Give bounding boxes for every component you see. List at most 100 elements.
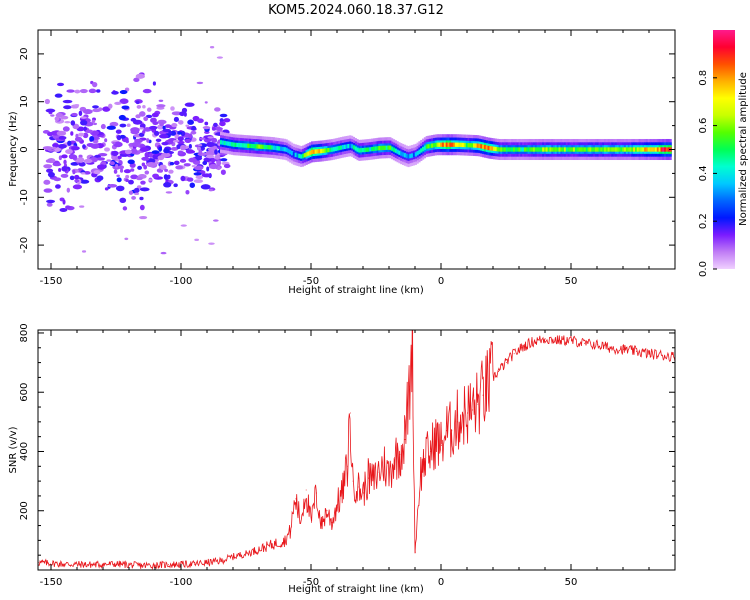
heatmap-cell [196, 81, 204, 85]
heatmap-cell [369, 147, 372, 152]
heatmap-cell [483, 145, 487, 150]
heatmap-cell [569, 147, 572, 152]
heatmap-cell [45, 159, 51, 163]
heatmap-cell [522, 147, 525, 152]
heatmap-cell [65, 149, 73, 154]
heatmap-cell [422, 146, 425, 152]
heatmap-cell [68, 154, 78, 160]
heatmap-cell [115, 185, 125, 192]
y-tick-label: 200 [19, 501, 30, 520]
x-tick-label: 0 [438, 577, 444, 588]
heatmap-cell [156, 168, 162, 173]
heatmap-cell [180, 130, 186, 137]
heatmap-cell [270, 145, 274, 150]
heatmap-cell [128, 179, 134, 185]
heatmap-cell [151, 112, 159, 118]
y-tick-label: 800 [19, 323, 30, 342]
heatmap-cell [134, 192, 140, 196]
heatmap-cell [471, 143, 474, 148]
heatmap-cell [62, 199, 66, 205]
heatmap-cell [113, 141, 123, 148]
heatmap-cell [405, 153, 408, 159]
heatmap-cell [211, 137, 218, 144]
heatmap-cell [156, 104, 166, 108]
heatmap-cell [137, 165, 143, 170]
heatmap-cell [118, 114, 126, 121]
heatmap-cell [309, 150, 312, 155]
heatmap-cell [381, 145, 385, 151]
heatmap-cell [188, 157, 197, 163]
heatmap-cell [547, 147, 550, 152]
heatmap-cell [127, 159, 135, 165]
heatmap-cell [287, 148, 290, 154]
heatmap-cell [202, 160, 208, 166]
heatmap-cell [135, 73, 145, 79]
heatmap-cell [600, 147, 603, 152]
heatmap-cell [634, 147, 638, 152]
heatmap-cell [316, 149, 319, 154]
heatmap-cell [411, 153, 414, 158]
heatmap-cell [613, 147, 616, 152]
heatmap-cell [589, 147, 592, 152]
heatmap-cell [420, 148, 423, 153]
heatmap-cell [170, 106, 175, 111]
heatmap-cell [69, 175, 75, 181]
heatmap-cell [96, 89, 101, 93]
heatmap-cell [72, 169, 76, 175]
heatmap-cell [584, 147, 587, 152]
line-frame [37, 329, 676, 571]
colorbar-label: Normalized spectral amplitude [738, 72, 749, 226]
heatmap-cell [139, 196, 144, 201]
heatmap-cell [139, 204, 145, 211]
colorbar-scale [713, 30, 735, 269]
heatmap-cell [645, 147, 649, 152]
heatmap-cell [303, 153, 306, 158]
heatmap-cell [360, 148, 363, 153]
heatmap-cell [179, 158, 187, 163]
heatmap-cell [383, 145, 386, 150]
heatmap-cell [111, 156, 115, 160]
heatmap-cell [562, 147, 565, 152]
heatmap-cell [61, 154, 68, 159]
heatmap-cell [396, 149, 399, 154]
heatmap-cell [163, 148, 170, 154]
heatmap-cell [442, 142, 445, 147]
heatmap-cell [201, 173, 212, 178]
heatmap-cell [573, 147, 576, 152]
heatmap-cell [136, 176, 143, 181]
heatmap-cell [533, 147, 536, 152]
y-tick-label: 400 [19, 442, 30, 461]
heatmap-cell [89, 136, 95, 142]
heatmap-cell [116, 177, 122, 183]
heatmap-cell [389, 145, 392, 150]
heatmap-cell [133, 77, 140, 83]
heatmap-cell [82, 109, 93, 115]
heatmap-cell [189, 182, 196, 188]
heatmap-cell [351, 144, 354, 149]
heatmap-cell [511, 147, 514, 152]
heatmap-cell [43, 164, 53, 169]
heatmap-cell [213, 126, 223, 131]
heatmap-cell [52, 162, 62, 167]
heatmap-cell [98, 107, 103, 111]
heatmap-cell [214, 155, 221, 160]
heatmap-cell [438, 142, 441, 147]
heatmap-cell [527, 147, 530, 152]
heatmap-cell [163, 174, 168, 180]
line-panel: -150 -100 -50 0 50 200 400 600 800 Height of st… [8, 323, 676, 595]
heatmap-cell [485, 145, 488, 150]
heatmap-cell [78, 154, 83, 158]
heatmap-cell [571, 147, 574, 152]
heatmap-y-axis-label: Frequency (Hz) [8, 111, 19, 187]
heatmap-cell [456, 142, 459, 147]
heatmap-cell [130, 148, 138, 155]
heatmap-cell [602, 147, 605, 152]
heatmap-cell [549, 147, 552, 152]
heatmap-cell [93, 169, 101, 175]
heatmap-cell [585, 147, 589, 152]
heatmap-cell [620, 147, 623, 152]
heatmap-cell [604, 147, 607, 152]
heatmap-cell [311, 149, 314, 155]
heatmap-cell [173, 116, 179, 122]
heatmap-cell [452, 142, 456, 147]
